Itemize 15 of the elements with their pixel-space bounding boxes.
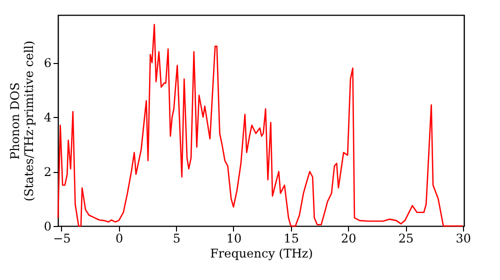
y-tick-label: 4: [44, 110, 52, 125]
line-series: [57, 24, 464, 227]
x-tick-label: 0: [115, 232, 124, 246]
y-tick-label: 2: [44, 165, 52, 180]
x-axis-title: Frequency (THz): [210, 246, 313, 260]
y-axis-title: Phonon DOS (States/THz·primitive cell): [8, 40, 36, 202]
x-tick-label: −5: [53, 232, 71, 246]
y-tick-label: 6: [44, 56, 52, 70]
x-tick-label: 25: [398, 232, 414, 246]
x-tick-label: 10: [226, 232, 242, 246]
x-tick-label: 30: [456, 232, 471, 246]
x-tick-label: 20: [341, 232, 356, 246]
y-tick-label: 0: [44, 220, 52, 234]
x-tick-label: 15: [284, 232, 299, 246]
x-tick-label: 5: [172, 232, 180, 246]
